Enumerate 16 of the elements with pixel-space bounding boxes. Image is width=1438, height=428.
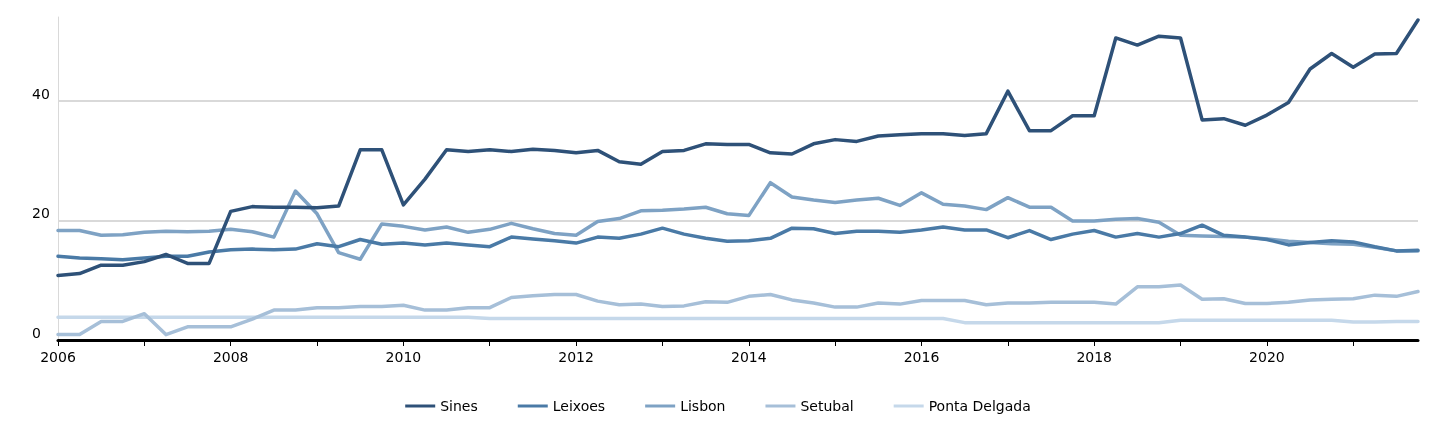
x-tick-label: 2006 [40, 349, 76, 365]
legend-label: Ponta Delgada [928, 398, 1031, 414]
legend-label: Setubal [800, 398, 854, 414]
x-tick-label: 2008 [212, 349, 249, 365]
legend-label: Leixoes [552, 398, 606, 414]
x-tick-label: 2020 [1249, 349, 1285, 365]
x-tick-label: 2010 [385, 349, 422, 365]
x-tick-label: 2012 [558, 349, 594, 365]
y-tick-label: 40 [32, 85, 50, 102]
x-tick-label: 2014 [730, 349, 767, 365]
legend-label: Sines [440, 398, 478, 414]
y-tick-label: 0 [32, 325, 41, 341]
x-tick-label: 2016 [903, 349, 940, 365]
y-tick-label: 20 [32, 205, 50, 222]
legend-label: Lisbon [680, 398, 726, 414]
x-tick-label: 2018 [1076, 349, 1113, 365]
